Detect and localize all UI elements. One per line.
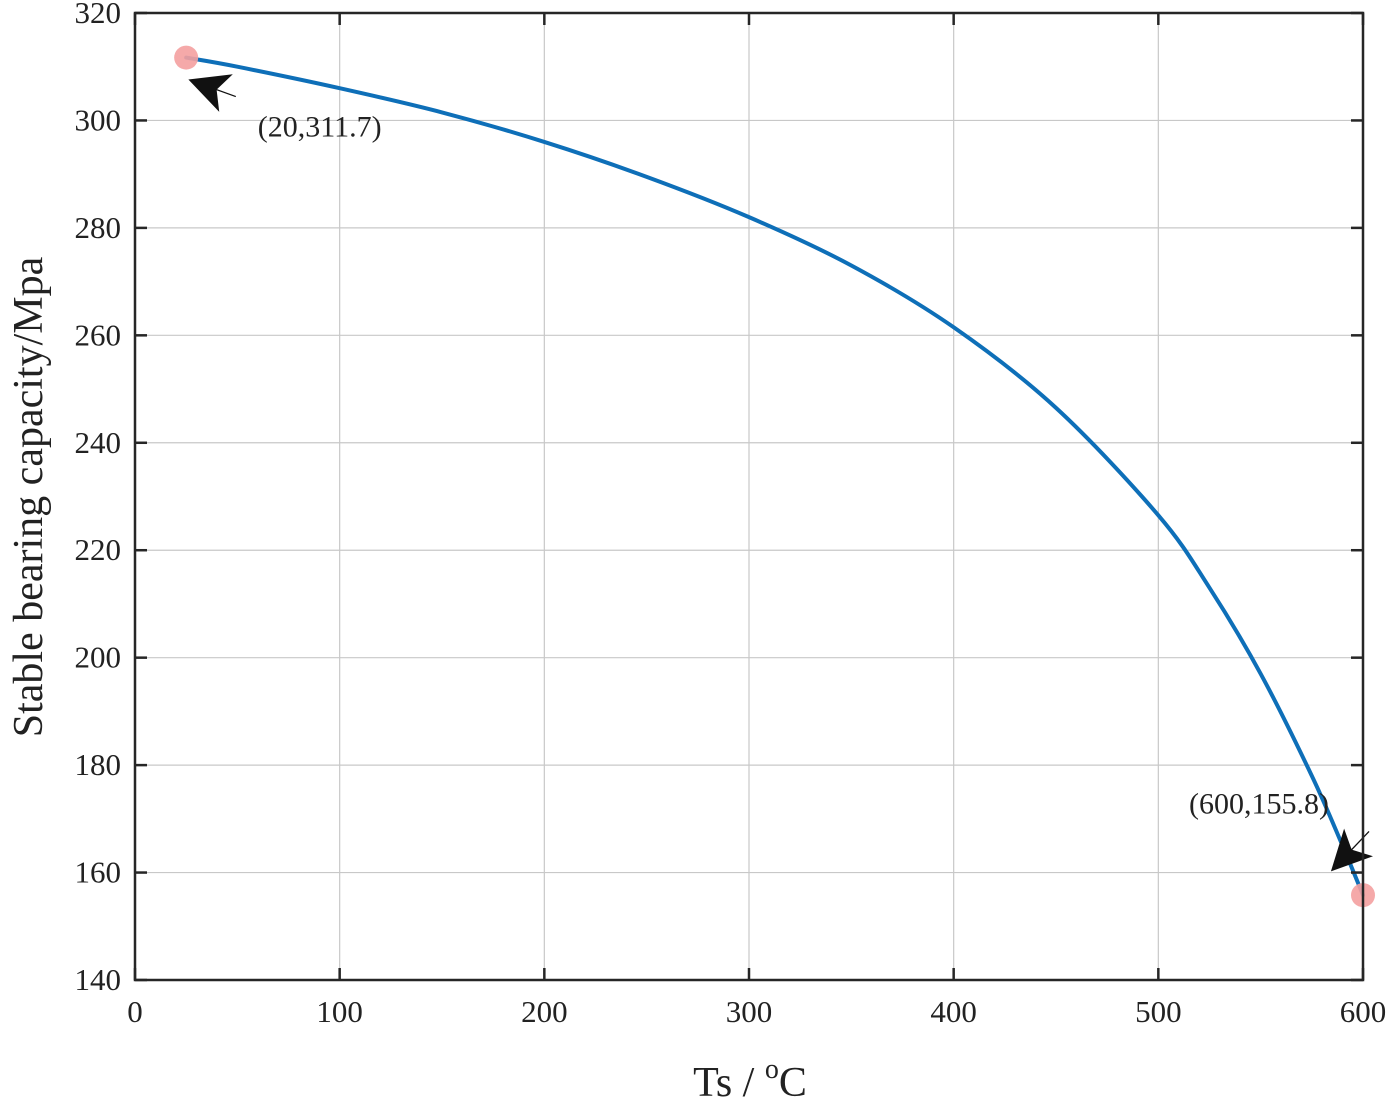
x-tick-label: 500 (1135, 994, 1182, 1029)
annotation-label: (20,311.7) (258, 111, 382, 144)
annotation-arrow (188, 74, 237, 112)
annotation-label: (600,155.8) (1189, 787, 1329, 820)
y-tick-label: 160 (75, 855, 122, 890)
y-tick-label: 320 (75, 0, 122, 30)
x-tick-label: 600 (1340, 994, 1387, 1029)
series-line (184, 55, 1365, 898)
x-axis-label: Ts / oC (693, 1054, 807, 1101)
grid (135, 13, 1363, 980)
x-tick-label: 0 (127, 994, 143, 1029)
y-axis-label: Stable bearing capacity/Mpa (6, 256, 52, 737)
y-tick-label: 260 (75, 317, 122, 352)
x-axis-unit-superscript: o (765, 1054, 779, 1085)
y-tick-label: 140 (75, 962, 122, 997)
y-tick-label: 220 (75, 532, 122, 567)
x-tick-label: 400 (930, 994, 977, 1029)
x-axis-unit: C (779, 1060, 807, 1101)
annotation-layer: (20,311.7) (600,155.8) (188, 74, 1374, 872)
y-tick-label: 240 (75, 425, 122, 460)
y-tick-label: 280 (75, 210, 122, 245)
x-tick-label: 200 (521, 994, 568, 1029)
tick-labels: 0 100 200 300 400 500 600 140 160 180 200 220 240 260… (75, 0, 1387, 1029)
y-tick-label: 180 (75, 747, 122, 782)
x-tick-label: 100 (316, 994, 363, 1029)
y-tick-label: 200 (75, 640, 122, 675)
x-tick-label: 300 (726, 994, 773, 1029)
series-layer (184, 55, 1365, 898)
marker-layer (174, 45, 1375, 908)
data-point-marker (174, 45, 199, 70)
y-tick-label: 300 (75, 102, 122, 137)
tick-layer (133, 11, 1365, 982)
